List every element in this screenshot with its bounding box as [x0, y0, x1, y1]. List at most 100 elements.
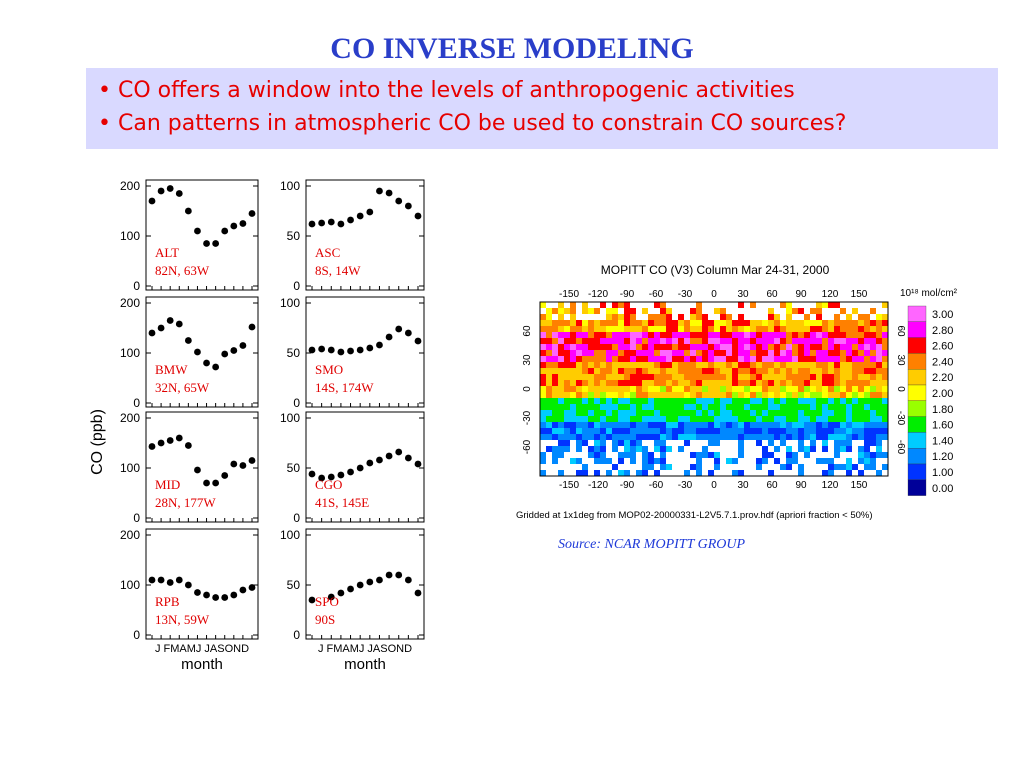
map-cell [582, 398, 589, 405]
map-cell [612, 356, 619, 363]
data-point [148, 197, 156, 205]
map-cell [714, 338, 721, 345]
data-point [356, 464, 364, 472]
map-cell [564, 374, 571, 381]
map-cell [624, 398, 631, 405]
map-cell [870, 380, 877, 387]
map-cell [858, 338, 865, 345]
map-cell [630, 446, 637, 453]
map-cell [876, 386, 883, 393]
station-location: 28N, 177W [155, 495, 216, 510]
map-cell [864, 404, 871, 411]
map-cell [564, 314, 571, 321]
map-cell [684, 374, 691, 381]
map-cell [624, 308, 631, 315]
map-cell [828, 374, 835, 381]
map-cell [660, 398, 667, 405]
map-cell [594, 374, 601, 381]
map-cell [594, 464, 601, 471]
map-cell [570, 464, 577, 471]
map-cell [786, 380, 793, 387]
map-cell [696, 404, 703, 411]
map-cell [552, 308, 559, 315]
data-point [414, 337, 422, 345]
map-cell [660, 326, 667, 333]
map-cell [786, 464, 793, 471]
map-cell [834, 410, 841, 417]
map-cell [624, 362, 631, 369]
map-cell [672, 458, 679, 465]
map-cell [762, 386, 769, 393]
map-cell [816, 428, 823, 435]
map-cell [564, 368, 571, 375]
map-cell [810, 338, 817, 345]
map-cell [762, 350, 769, 357]
map-cell [840, 446, 847, 453]
map-cell [834, 338, 841, 345]
map-cell [822, 470, 829, 477]
map-cell [552, 398, 559, 405]
map-cell [870, 338, 877, 345]
map-cell [600, 356, 607, 363]
map-cell [822, 392, 829, 399]
map-cell [630, 410, 637, 417]
map-cell [600, 434, 607, 441]
map-cell [870, 386, 877, 393]
map-cell [744, 386, 751, 393]
map-x-tick-bottom: -60 [649, 480, 664, 491]
map-cell [852, 404, 859, 411]
map-cell [636, 314, 643, 321]
map-cell [792, 344, 799, 351]
map-cell [756, 440, 763, 447]
map-cell [840, 410, 847, 417]
map-cell [570, 434, 577, 441]
map-cell [636, 416, 643, 423]
map-cell [606, 470, 613, 477]
map-cell [708, 446, 715, 453]
map-cell [642, 320, 649, 327]
colorbar-label: 3.00 [932, 309, 953, 321]
map-cell [636, 374, 643, 381]
map-cell [636, 452, 643, 459]
map-cell [762, 344, 769, 351]
map-cell [570, 428, 577, 435]
data-point [203, 240, 210, 247]
map-cell [672, 302, 679, 309]
map-cell [846, 362, 853, 369]
map-cell [720, 392, 727, 399]
map-cell [660, 302, 667, 309]
map-cell [684, 398, 691, 405]
map-cell [654, 464, 661, 471]
map-cell [744, 374, 751, 381]
map-cell [762, 398, 769, 405]
map-cell [822, 422, 829, 429]
map-cell [660, 392, 667, 399]
map-cell [744, 314, 751, 321]
map-cell [792, 338, 799, 345]
map-cell [654, 392, 661, 399]
map-cell [630, 320, 637, 327]
map-cell [660, 368, 667, 375]
map-cell [786, 368, 793, 375]
map-cell [600, 428, 607, 435]
map-cell [546, 326, 553, 333]
map-cell [852, 368, 859, 375]
map-cell [576, 422, 583, 429]
map-cell [756, 422, 763, 429]
map-cell [726, 332, 733, 339]
map-cell [636, 404, 643, 411]
map-cell [666, 314, 673, 321]
data-point [175, 434, 183, 442]
map-cell [696, 416, 703, 423]
map-cell [864, 344, 871, 351]
map-cell [702, 392, 709, 399]
map-cell [582, 446, 589, 453]
map-x-tick-top: 60 [766, 289, 778, 300]
map-cell [624, 416, 631, 423]
map-cell [684, 404, 691, 411]
data-point [221, 227, 229, 235]
map-cell [738, 416, 745, 423]
map-cell [696, 368, 703, 375]
map-cell [828, 338, 835, 345]
